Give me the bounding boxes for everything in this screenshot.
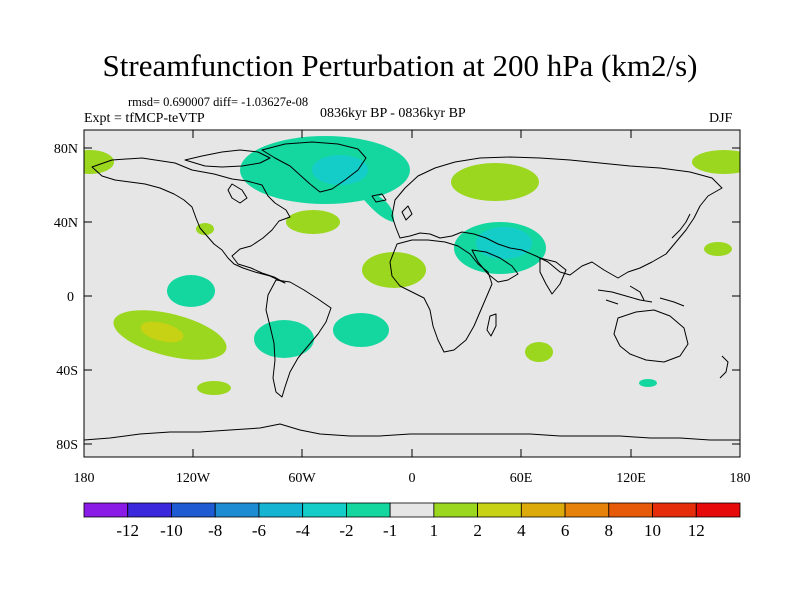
colorbar-label: 12 — [688, 521, 705, 540]
longitude-ticks — [83, 130, 741, 457]
colorbar-label: -10 — [160, 521, 183, 540]
period-label: 0836kyr BP - 0836kyr BP — [320, 106, 466, 121]
lat-label-40s: 40S — [56, 364, 78, 379]
coast-south-america — [265, 279, 332, 398]
lon-label-120w: 120W — [176, 471, 211, 486]
anomaly-north-pacific — [704, 242, 732, 256]
longitude-labels: 180 120W 60W 0 60E 120E 180 — [74, 471, 751, 486]
colorbar-swatch — [127, 502, 172, 518]
colorbar-swatch — [433, 502, 478, 518]
lon-label-120e: 120E — [616, 471, 646, 486]
colorbar-swatch — [258, 502, 304, 518]
colorbar-swatch — [520, 502, 566, 518]
colorbar-swatch — [302, 502, 347, 518]
anomaly-south-america — [254, 320, 314, 358]
anomaly-east-pacific — [167, 275, 215, 307]
anomaly-siberia — [451, 163, 539, 201]
figure-title: Streamfunction Perturbation at 200 hPa (… — [102, 48, 698, 83]
anomaly-arctic-east — [692, 150, 740, 174]
lon-label-180e: 180 — [730, 471, 751, 486]
anomaly-south-atlantic — [333, 313, 389, 347]
colorbar-swatch — [83, 502, 129, 518]
coast-africa — [389, 239, 493, 353]
anomaly-southern-indian — [525, 342, 553, 362]
lon-label-60e: 60E — [510, 471, 533, 486]
lat-label-0: 0 — [67, 290, 74, 305]
coast-hudson-bay — [227, 183, 248, 204]
colorbar-label: 1 — [430, 521, 439, 540]
stats-label: rmsd= 0.690007 diff= -1.03627e-08 — [128, 95, 309, 109]
colorbar-label: 4 — [517, 521, 526, 540]
coast-australia — [613, 309, 689, 363]
latitude-labels: 80N 40N 0 40S 80S — [54, 142, 78, 453]
anomaly-subantarctic-pacific — [197, 381, 231, 395]
latitude-ticks — [84, 147, 740, 445]
anomaly-northatlantic — [286, 210, 340, 234]
colorbar-swatch — [345, 502, 391, 518]
colorbar-swatch — [695, 502, 741, 518]
coast-iceland — [371, 193, 387, 203]
colorbar — [83, 502, 741, 518]
anomaly-arctic-west — [84, 150, 114, 174]
colorbar-swatch — [171, 502, 216, 518]
lon-label-180w: 180 — [74, 471, 95, 486]
coast-new-zealand — [719, 355, 729, 379]
colorbar-label: -1 — [383, 521, 397, 540]
coast-north-america — [91, 157, 291, 284]
lon-label-60w: 60W — [288, 471, 316, 486]
anomaly-south-pacific-inner — [140, 321, 184, 343]
coast-maritime-continent — [597, 285, 685, 307]
colorbar-label: 2 — [473, 521, 482, 540]
colorbar-label: 8 — [605, 521, 614, 540]
coast-arabia — [471, 249, 519, 283]
coastlines — [84, 141, 740, 441]
lat-label-80n: 80N — [54, 142, 78, 157]
colorbar-swatch — [214, 502, 260, 518]
coast-madagascar — [486, 313, 497, 337]
anomaly-greenland-tail — [360, 190, 395, 222]
experiment-label: Expt = tfMCP-teVTP — [84, 111, 205, 126]
coast-japan — [671, 213, 691, 239]
colorbar-label: -2 — [339, 521, 353, 540]
lat-label-40n: 40N — [54, 216, 78, 231]
colorbar-label: 10 — [644, 521, 661, 540]
anomaly-arabia-inner — [476, 227, 532, 259]
colorbar-label: -8 — [208, 521, 222, 540]
anomaly-caribbean — [196, 223, 214, 235]
coast-uk — [401, 205, 413, 221]
colorbar-swatch — [564, 502, 610, 518]
anomaly-australia-south — [639, 379, 657, 387]
lat-label-80s: 80S — [56, 438, 78, 453]
anomaly-greenland-inner — [312, 155, 368, 185]
coast-arctic-islands — [184, 149, 271, 168]
colorbar-label: -4 — [296, 521, 311, 540]
lon-label-0: 0 — [409, 471, 416, 486]
coast-antarctica — [84, 423, 740, 441]
coast-eurasia — [391, 156, 723, 279]
anomaly-west-africa — [362, 252, 426, 288]
season-label: DJF — [709, 111, 733, 126]
colorbar-swatch — [652, 502, 697, 518]
colorbar-swatch — [477, 502, 522, 518]
colorbar-label: 6 — [561, 521, 570, 540]
colorbar-label: -6 — [252, 521, 266, 540]
coast-greenland — [261, 141, 367, 193]
coast-india — [539, 257, 567, 295]
colorbar-swatch — [389, 502, 435, 518]
colorbar-swatch — [608, 502, 653, 518]
colorbar-labels: -12 -10 -8 -6 -4 -2 -1 1 2 4 6 8 10 12 — [116, 521, 704, 540]
colorbar-label: -12 — [116, 521, 139, 540]
